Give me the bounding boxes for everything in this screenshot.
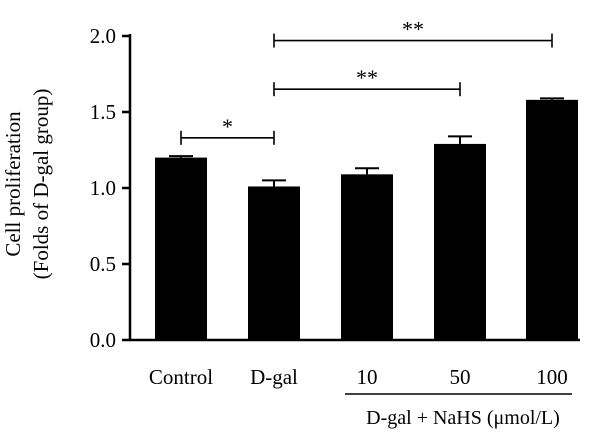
bar (248, 186, 300, 340)
bar (155, 157, 207, 340)
bar (341, 174, 393, 340)
group-annotation: D-gal + NaHS (μmol/L) (345, 393, 572, 429)
group-label: D-gal + NaHS (μmol/L) (366, 407, 560, 429)
y-tick-label: 1.0 (90, 176, 116, 200)
bar (434, 143, 486, 340)
category-label: 10 (357, 365, 378, 389)
category-label: 50 (450, 365, 471, 389)
category-label: Control (149, 365, 213, 389)
category-label: 100 (536, 365, 568, 389)
error-bars (169, 97, 564, 187)
y-axis-title: Cell proliferation (Folds of D-gal group… (1, 89, 53, 280)
significance-label: * (222, 114, 233, 139)
y-tick-label: 2.0 (90, 24, 116, 48)
y-axis-label-line2: (Folds of D-gal group) (29, 89, 53, 280)
y-axis-label-line1: Cell proliferation (1, 111, 25, 257)
significance-brackets: ***** (180, 17, 553, 145)
category-label: D-gal (250, 365, 298, 389)
significance-label: ** (402, 17, 424, 42)
category-labels: Control D-gal 10 50 100 (149, 365, 568, 389)
bar (526, 99, 578, 340)
y-tick-label: 0.5 (90, 252, 116, 276)
y-tick-label: 1.5 (90, 100, 116, 124)
y-tick-label: 0.0 (90, 328, 116, 352)
significance-label: ** (356, 65, 378, 90)
bars (155, 99, 578, 340)
